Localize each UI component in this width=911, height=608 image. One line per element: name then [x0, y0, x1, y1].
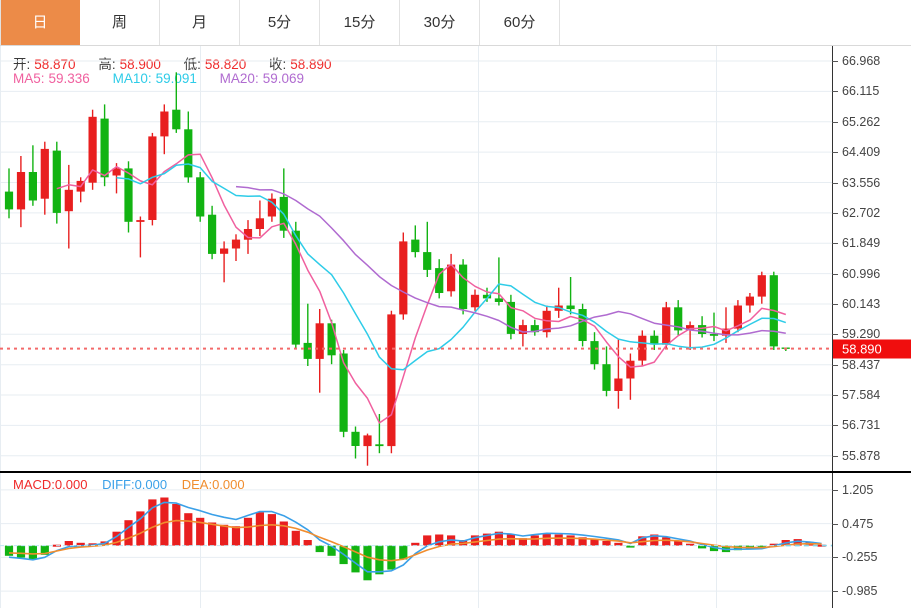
tab-label: 5分: [267, 14, 292, 31]
price-chart-panel: 66.968 66.115 65.262 64.409 63.556 62.702 61.8…: [0, 46, 911, 471]
price-tick-label: 64.409: [842, 145, 881, 160]
macd-tick-mark: [832, 523, 838, 525]
price-tick-label: 65.262: [842, 114, 881, 129]
tab-5[interactable]: 30分: [400, 0, 480, 45]
macd-tick-label: 1.205: [842, 482, 874, 497]
price-tick-mark: [832, 121, 838, 123]
macd-tick-mark: [832, 489, 838, 491]
price-tick-label: 58.437: [842, 357, 881, 372]
tab-label: 周: [111, 14, 127, 31]
price-tick-mark: [832, 395, 838, 396]
price-tick-label: 59.290: [842, 327, 881, 342]
price-tick-label: 66.968: [842, 54, 881, 68]
price-tick-mark: [832, 455, 838, 457]
price-tick-label: 66.115: [842, 84, 880, 99]
tab-label: 15分: [343, 14, 376, 31]
price-tick-mark: [832, 364, 838, 366]
price-tick-mark: [832, 243, 838, 245]
price-tick-label: 55.878: [842, 448, 881, 463]
tab-label: 30分: [423, 14, 456, 31]
ma20-value: 59.069: [262, 71, 304, 86]
price-tick-mark: [832, 182, 838, 184]
dea-value: 0.000: [212, 477, 245, 492]
dea-label: DEA:: [181, 477, 213, 492]
tab-label: 日: [32, 14, 48, 31]
macd-plot: [0, 473, 832, 608]
tab-4[interactable]: 15分: [320, 0, 400, 45]
diff-value: 0.000: [134, 477, 168, 492]
price-axis: 66.968 66.115 65.262 64.409 63.556 62.702 61.8…: [832, 46, 911, 471]
tab-label: 月: [191, 14, 207, 31]
tab-label: 60分: [503, 14, 536, 31]
candlestick-plot: [0, 46, 832, 471]
price-tick-label: 60.996: [842, 266, 881, 281]
price-tick-label: 57.584: [842, 388, 881, 402]
tab-1[interactable]: 周: [80, 0, 160, 45]
tab-6[interactable]: 60分: [480, 0, 560, 45]
ma20-label: MA20:: [219, 71, 259, 86]
macd-label: MACD:: [13, 477, 55, 492]
ma-row: MA5: 59.336 MA10: 59.091 MA20: 59.069: [13, 71, 308, 86]
macd-tick-mark: [832, 591, 838, 593]
tab-3[interactable]: 5分: [240, 0, 320, 45]
price-tick-label: 60.143: [842, 297, 881, 311]
tab-0[interactable]: 日: [0, 0, 80, 45]
tabbar-filler: [566, 0, 911, 45]
price-tick-label: 63.556: [842, 175, 881, 190]
macd-legend: MACD:0.000 DIFF:0.000 DEA:0.000: [13, 477, 245, 492]
price-tick-mark: [832, 61, 838, 62]
tab-2[interactable]: 月: [160, 0, 240, 45]
macd-value: 0.000: [54, 477, 88, 492]
price-tick-label: 62.702: [842, 205, 881, 220]
macd-tick-label: -0.255: [842, 550, 878, 565]
price-tick-label: 56.731: [842, 418, 881, 433]
price-tick-mark: [832, 334, 838, 336]
price-tick-mark: [832, 273, 838, 275]
macd-panel: 1.205 0.475 -0.255 -0.985 MACD:0.000 DIFF:0…: [0, 471, 911, 608]
ma5-value: 59.336: [48, 71, 90, 86]
price-tick-mark: [832, 212, 838, 214]
macd-tick-label: -0.985: [842, 584, 878, 599]
macd-axis-line: [832, 473, 833, 608]
price-tick-mark: [832, 152, 838, 154]
price-tick-mark: [832, 425, 838, 427]
ma10-label: MA10:: [112, 71, 152, 86]
price-tick-mark: [832, 304, 838, 305]
macd-tick-mark: [832, 557, 838, 559]
current-price-badge: 58.890: [833, 339, 911, 359]
ma5-label: MA5:: [13, 71, 45, 86]
macd-tick-label: 0.475: [842, 516, 874, 531]
price-tick-mark: [832, 91, 838, 93]
diff-label: DIFF:: [102, 477, 135, 492]
period-tabs: 日周月5分15分30分60分4时: [0, 0, 640, 45]
macd-axis: 1.205 0.475 -0.255 -0.985: [832, 473, 911, 608]
price-axis-line: [832, 46, 833, 471]
period-tabbar: 日周月5分15分30分60分4时: [0, 0, 911, 46]
price-tick-label: 61.849: [842, 236, 881, 251]
